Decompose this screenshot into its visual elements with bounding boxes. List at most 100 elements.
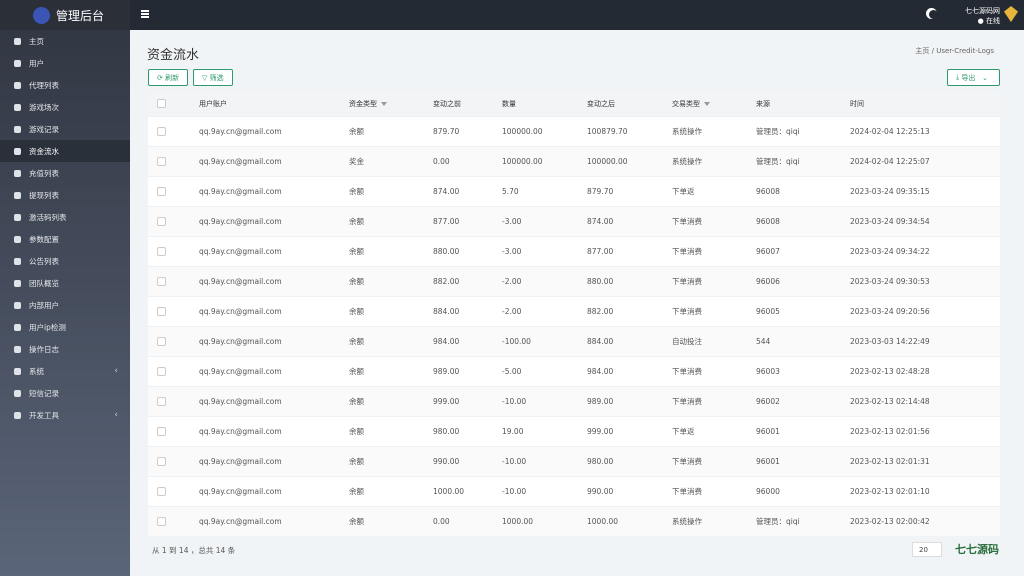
label: 刷新 [165, 73, 180, 82]
cell: 880.00 [432, 235, 501, 266]
menu-item[interactable]: 代理列表 [0, 74, 130, 96]
cell: qq.9ay.cn@gmail.com [198, 445, 348, 476]
column-filter[interactable] [704, 101, 710, 106]
menu-item[interactable]: 用户ip检测 [0, 316, 130, 338]
menu-icon [14, 191, 21, 199]
menu-item[interactable]: 系统 ‹ [0, 360, 130, 382]
crumb[interactable]: 主页 [915, 47, 930, 55]
menu-label: 用户ip检测 [29, 322, 66, 332]
cell: -10.00 [501, 445, 586, 476]
refresh-button[interactable]: ⟳ 刷新 [148, 69, 189, 86]
menu-item[interactable]: 充值列表 [0, 162, 130, 184]
row-checkbox[interactable] [157, 246, 166, 256]
cell: 管理员：qiqi [755, 145, 849, 176]
cell: 管理员：qiqi [755, 115, 849, 146]
cell: 96005 [755, 295, 849, 326]
row-checkbox[interactable] [157, 366, 166, 376]
cell: 984.00 [432, 325, 501, 356]
cell: 5.70 [501, 175, 586, 206]
row-checkbox[interactable] [157, 216, 166, 226]
filter-button[interactable]: ▽ 筛选 [193, 69, 233, 86]
cell [148, 295, 198, 326]
cell [148, 205, 198, 236]
menu-item[interactable]: 资金流水 [0, 140, 130, 162]
cell: 1000.00 [432, 475, 501, 506]
cell: 管理员：qiqi [755, 505, 849, 536]
row-checkbox[interactable] [157, 336, 166, 346]
cell [148, 385, 198, 416]
menu-toggle[interactable] [141, 10, 149, 18]
menu-item[interactable]: 短信记录 [0, 382, 130, 404]
logo: 管理后台 [0, 0, 130, 30]
row-checkbox[interactable] [157, 426, 166, 436]
cell: 余额 [348, 445, 432, 476]
cell: 882.00 [432, 265, 501, 296]
cell: qq.9ay.cn@gmail.com [198, 295, 348, 326]
cell: 990.00 [432, 445, 501, 476]
menu-item[interactable]: 开发工具 ‹ [0, 404, 130, 426]
cell: 下单返 [671, 415, 755, 446]
row-checkbox[interactable] [157, 156, 166, 166]
topbar: 七七源码网 ● 在线 [130, 0, 1024, 30]
column-title: 资金类型 [349, 99, 377, 108]
cell: 系统操作 [671, 505, 755, 536]
menu-item[interactable]: 团队概览 [0, 272, 130, 294]
cell: 19.00 [501, 415, 586, 446]
cell: qq.9ay.cn@gmail.com [198, 175, 348, 206]
menu-icon [14, 323, 21, 331]
menu-item[interactable]: 主页 [0, 30, 130, 52]
cell [148, 265, 198, 296]
cell: 余额 [348, 295, 432, 326]
row-checkbox[interactable] [157, 276, 166, 286]
row-checkbox[interactable] [157, 186, 166, 196]
menu-label: 操作日志 [29, 344, 59, 354]
menu-icon [14, 235, 21, 243]
cell: 96008 [755, 175, 849, 206]
cell: 余额 [348, 205, 432, 236]
select-all[interactable] [157, 99, 166, 109]
column-filter[interactable] [381, 101, 387, 106]
menu-item[interactable]: 提现列表 [0, 184, 130, 206]
cell: qq.9ay.cn@gmail.com [198, 355, 348, 386]
row-checkbox[interactable] [157, 486, 166, 496]
row-checkbox[interactable] [157, 517, 166, 526]
table-row: qq.9ay.cn@gmail.com 余额 990.00 -10.00 980.00 下… [148, 445, 1000, 476]
menu-item[interactable]: 用户 [0, 52, 130, 74]
menu-item[interactable]: 参数配置 [0, 228, 130, 250]
cell: 96000 [755, 475, 849, 506]
menu: 主页 用户 代理列表 游戏场次 游戏记录 资金流水充值列表提现列表 激活码列表 参数配置 公告列… [0, 30, 130, 426]
column-title: 交易类型 [672, 99, 700, 108]
menu-item[interactable]: 内部用户 [0, 294, 130, 316]
menu-label: 系统 [29, 366, 44, 376]
theme-toggle[interactable] [929, 10, 938, 19]
cell: 879.70 [432, 115, 501, 146]
avatar[interactable] [1004, 6, 1018, 22]
export-button[interactable]: ⤓ 导出 ⌄ [947, 69, 1000, 86]
cell: 880.00 [586, 265, 671, 296]
row-checkbox[interactable] [157, 396, 166, 406]
cell: 2023-02-13 02:00:42 [849, 505, 1000, 536]
column-title: 数量 [502, 99, 516, 108]
menu-item[interactable]: 激活码列表 [0, 206, 130, 228]
menu-label: 内部用户 [29, 300, 59, 310]
menu-item[interactable]: 操作日志 [0, 338, 130, 360]
menu-icon [14, 37, 21, 45]
page-size-select[interactable]: 20 [912, 542, 942, 557]
cell: 980.00 [586, 445, 671, 476]
column-title: 用户账户 [199, 99, 227, 108]
menu-item[interactable]: 游戏记录 [0, 118, 130, 140]
row-checkbox[interactable] [157, 306, 166, 316]
user-name: 七七源码网 [965, 7, 1000, 15]
row-checkbox[interactable] [157, 456, 166, 466]
menu-item[interactable]: 公告列表 [0, 250, 130, 272]
user-info[interactable]: 七七源码网 ● 在线 [965, 6, 1000, 26]
menu-item[interactable]: 游戏场次 [0, 96, 130, 118]
cell: -2.00 [501, 265, 586, 296]
cell [148, 175, 198, 206]
row-checkbox[interactable] [157, 126, 166, 136]
cell: 874.00 [432, 175, 501, 206]
menu-icon [14, 367, 21, 375]
menu-label: 充值列表 [29, 168, 59, 178]
cell: 100000.00 [586, 145, 671, 176]
